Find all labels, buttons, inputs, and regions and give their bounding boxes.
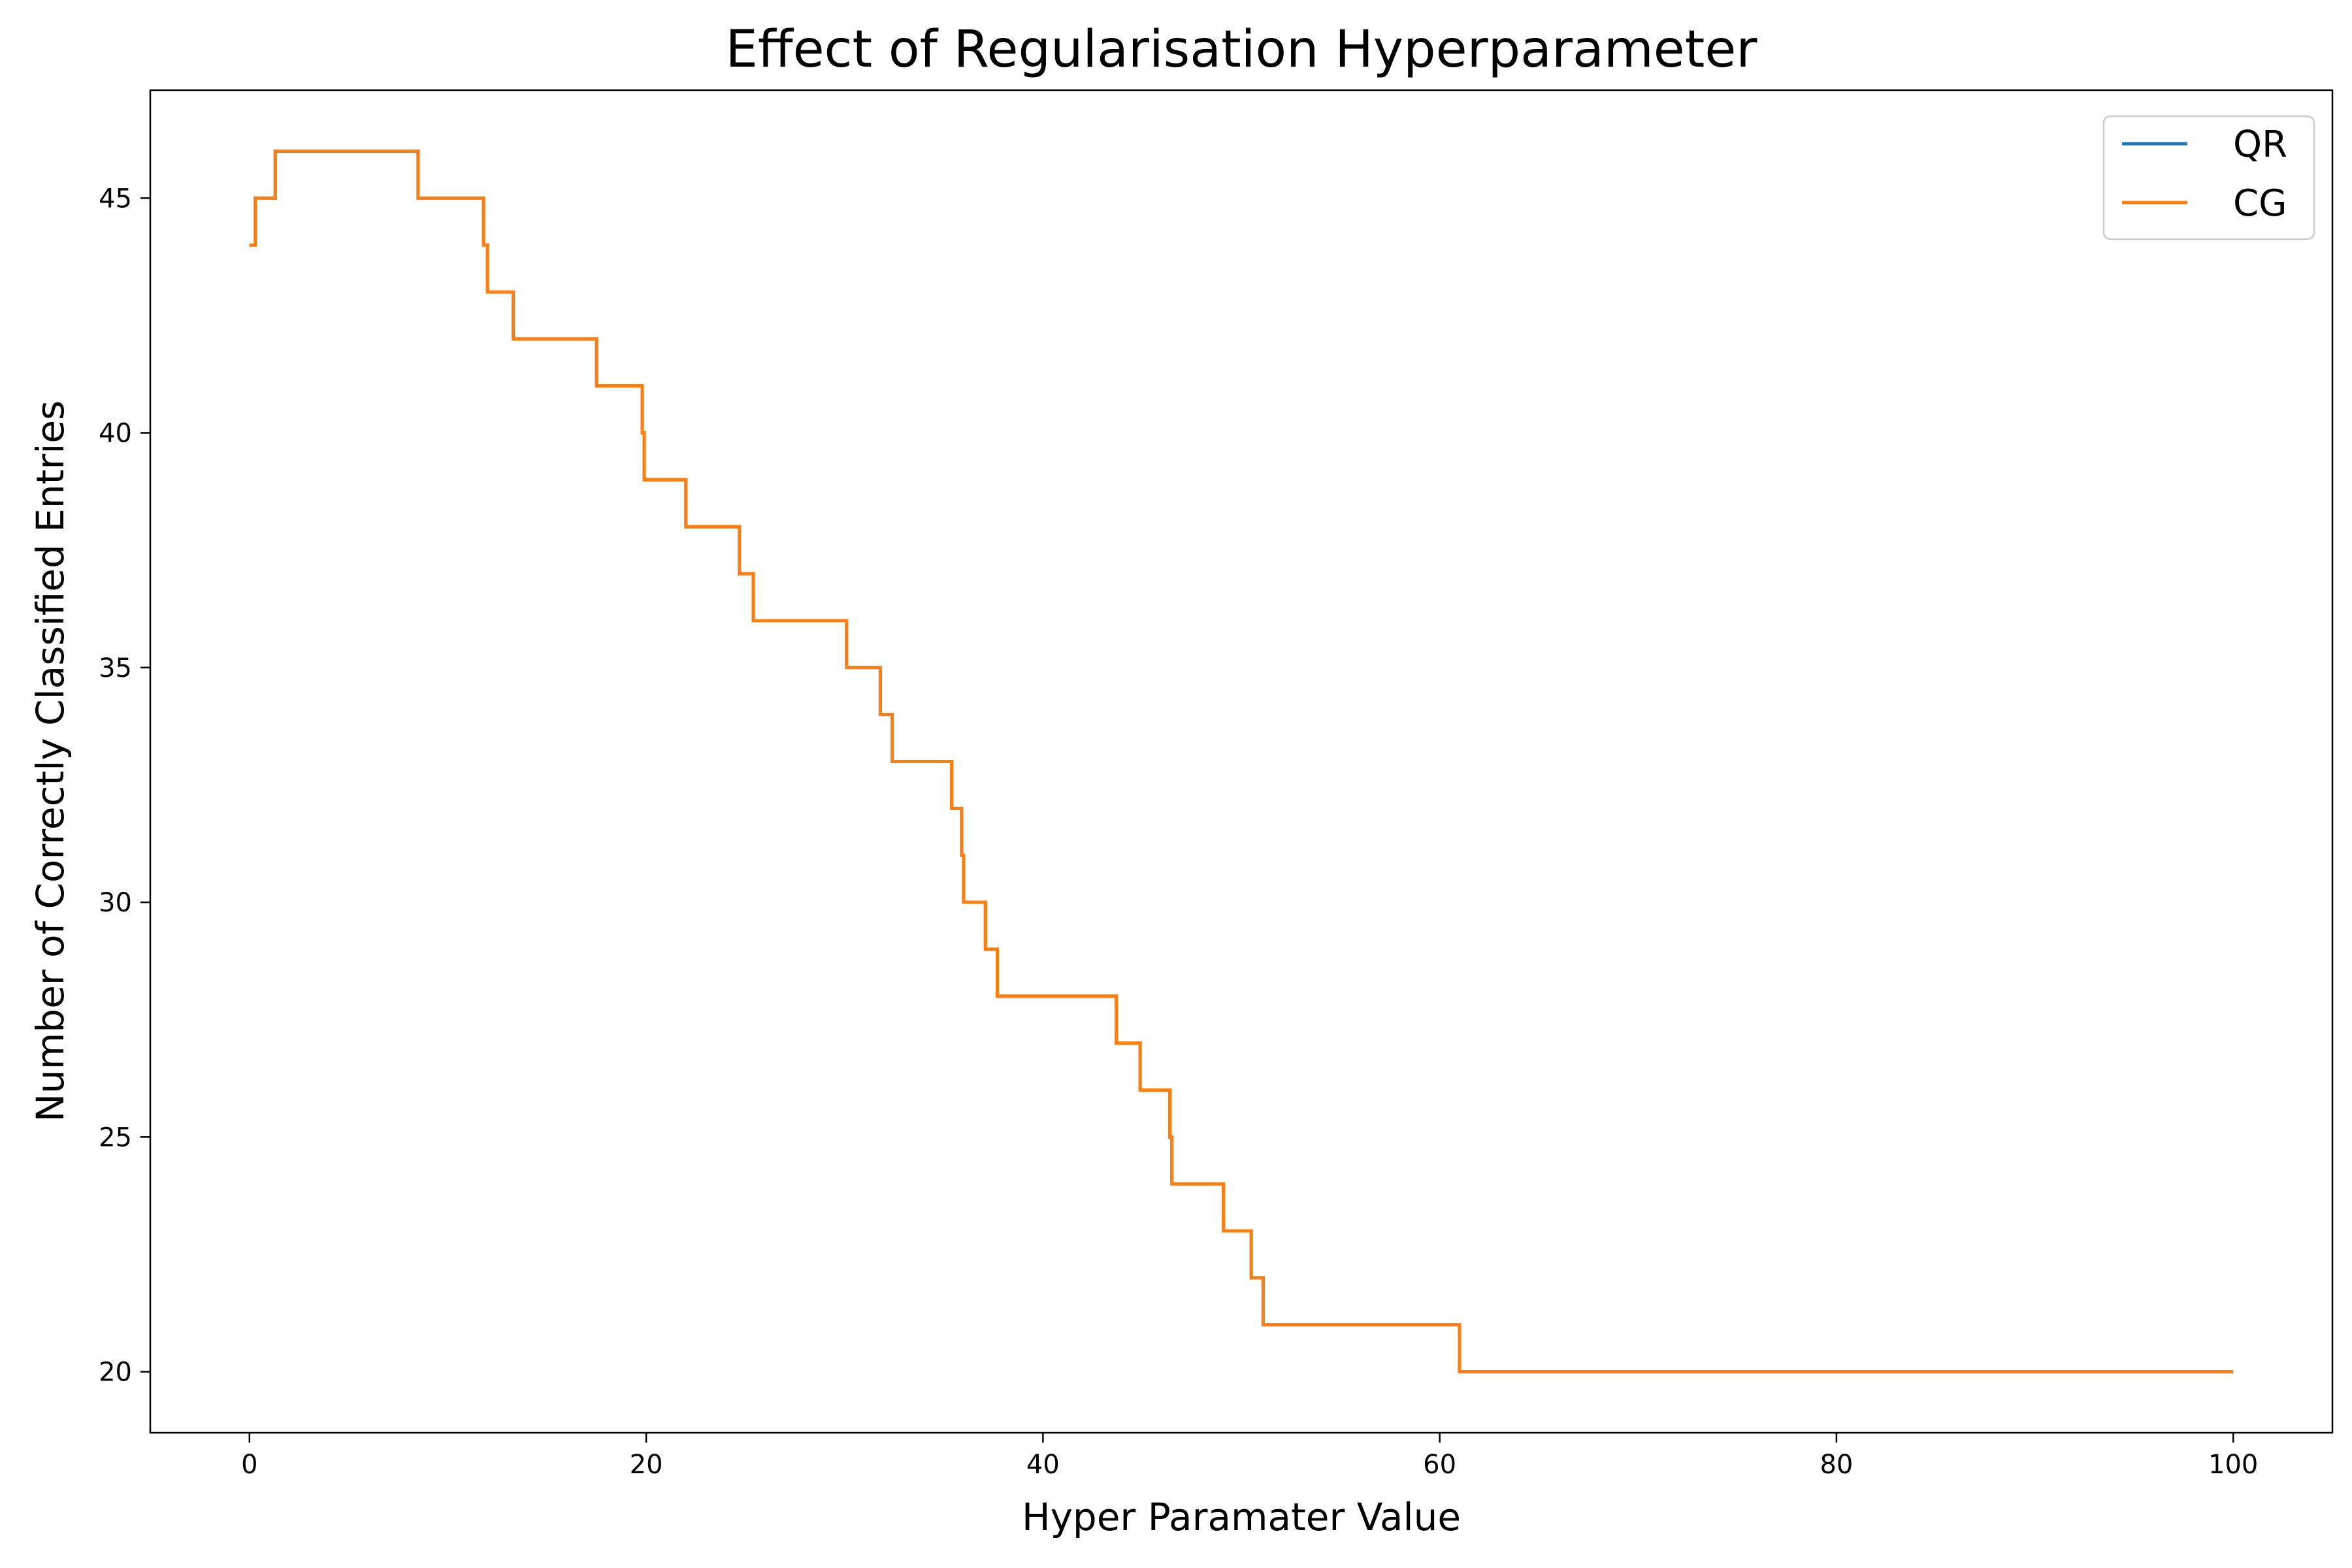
chart-title: Effect of Regularisation Hyperparameter	[726, 20, 1758, 79]
x-tick-label: 40	[1026, 1450, 1060, 1480]
x-axis-label: Hyper Paramater Value	[1022, 1495, 1461, 1539]
y-tick-label: 45	[99, 184, 132, 214]
x-tick-label: 80	[1820, 1450, 1853, 1480]
y-tick-label: 40	[99, 419, 132, 449]
y-tick-label: 30	[99, 888, 132, 918]
y-tick-label: 25	[99, 1122, 132, 1152]
series-line-cg	[249, 149, 2234, 1374]
legend-label-cg: CG	[2233, 182, 2287, 225]
x-tick-label: 0	[241, 1450, 257, 1480]
y-tick-label: 35	[99, 653, 132, 683]
y-tick-label: 20	[99, 1358, 132, 1388]
legend-label-qr: QR	[2233, 123, 2287, 166]
x-axis: 0 20 40 60 80 100	[241, 1433, 2258, 1480]
plot-frame	[149, 89, 2334, 1434]
x-tick-label: 60	[1423, 1450, 1456, 1480]
series-layer	[249, 149, 2234, 1374]
y-axis-label: Number of Correctly Classified Entries	[28, 400, 73, 1122]
x-tick-label: 100	[2208, 1450, 2258, 1480]
legend: QR CG	[2102, 115, 2315, 240]
x-tick-label: 20	[630, 1450, 663, 1480]
y-axis: 20 25 30 35 40 45	[99, 184, 150, 1388]
legend-box	[2102, 115, 2315, 240]
